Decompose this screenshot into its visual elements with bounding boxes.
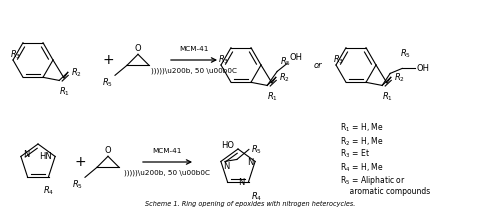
- Text: $R_5$: $R_5$: [251, 143, 262, 156]
- Text: N: N: [238, 178, 244, 187]
- Text: $R_1$: $R_1$: [60, 86, 70, 98]
- Text: $R_5$: $R_5$: [400, 48, 410, 60]
- Text: $R_3$: $R_3$: [333, 54, 344, 66]
- Text: $R_5$: $R_5$: [102, 76, 113, 89]
- Text: N: N: [246, 158, 253, 167]
- Text: +: +: [102, 53, 114, 67]
- Text: )))))\u200b, 50 \u00b0C: )))))\u200b, 50 \u00b0C: [151, 68, 237, 74]
- Text: $R_4$: $R_4$: [251, 191, 262, 203]
- Text: R$_4$ = H, Me: R$_4$ = H, Me: [340, 161, 384, 173]
- Text: N: N: [223, 162, 230, 172]
- Text: or: or: [314, 60, 322, 70]
- Text: $R_2$: $R_2$: [279, 71, 290, 84]
- Text: $R_3$: $R_3$: [218, 54, 229, 66]
- Text: aromatic compounds: aromatic compounds: [340, 187, 430, 196]
- Text: R$_5$ = Aliphatic or: R$_5$ = Aliphatic or: [340, 174, 406, 187]
- Text: HO: HO: [221, 141, 234, 151]
- Text: HN: HN: [40, 152, 52, 161]
- Text: R$_1$ = H, Me: R$_1$ = H, Me: [340, 122, 384, 134]
- Text: $R_2$: $R_2$: [71, 66, 82, 79]
- Text: $R_5$: $R_5$: [72, 178, 83, 191]
- Text: $R_5$: $R_5$: [280, 56, 291, 68]
- Text: OH: OH: [289, 53, 302, 62]
- Text: $R_1$: $R_1$: [382, 91, 394, 103]
- Text: R$_2$ = H, Me: R$_2$ = H, Me: [340, 135, 384, 148]
- Text: N: N: [23, 150, 30, 159]
- Text: O: O: [134, 44, 141, 53]
- Text: MCM-41: MCM-41: [180, 46, 208, 52]
- Text: $R_1$: $R_1$: [268, 91, 278, 103]
- Text: O: O: [104, 146, 112, 155]
- Text: Scheme 1. Ring opening of epoxides with nitrogen heterocycles.: Scheme 1. Ring opening of epoxides with …: [145, 201, 355, 207]
- Text: MCM-41: MCM-41: [152, 148, 182, 154]
- Text: R$_3$ = Et: R$_3$ = Et: [340, 148, 370, 160]
- Text: OH: OH: [416, 64, 429, 73]
- Text: $R_3$: $R_3$: [10, 49, 21, 61]
- Text: )))))\u200b, 50 \u00b0C: )))))\u200b, 50 \u00b0C: [124, 170, 210, 177]
- Text: $R_2$: $R_2$: [394, 71, 405, 84]
- Text: +: +: [74, 155, 86, 169]
- Text: $R_4$: $R_4$: [43, 185, 54, 197]
